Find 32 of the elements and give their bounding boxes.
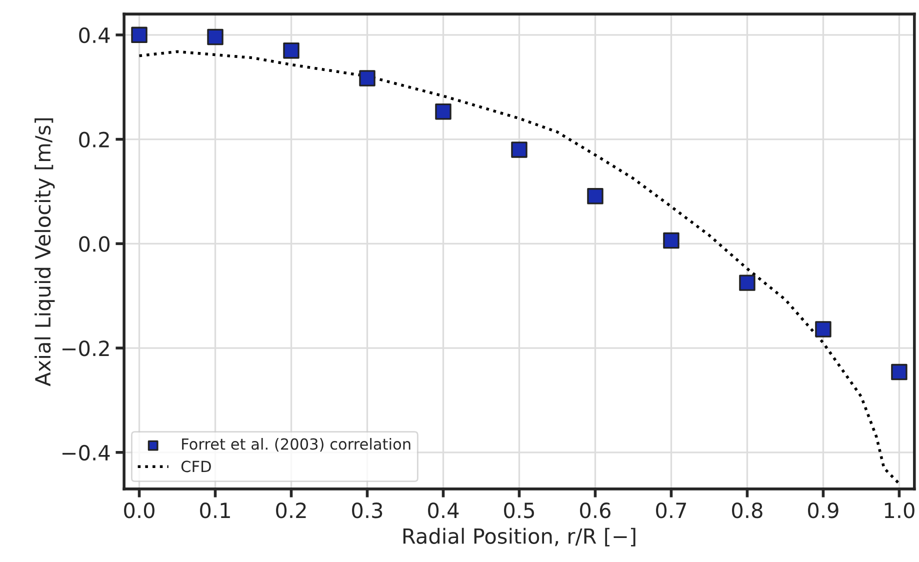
x-tick-label: 1.0 bbox=[884, 502, 914, 518]
y-tick-label: 0.0 bbox=[79, 236, 110, 252]
point bbox=[207, 28, 224, 46]
x-tick-label: 0.9 bbox=[808, 502, 838, 518]
legend-label: CFD bbox=[181, 460, 211, 472]
x-tick-label: 0.0 bbox=[124, 502, 154, 518]
point bbox=[435, 104, 452, 120]
point bbox=[511, 142, 528, 158]
point bbox=[359, 70, 376, 86]
x-tick-label: 0.3 bbox=[352, 502, 382, 518]
x-tick-label: 0.8 bbox=[732, 502, 762, 518]
x-tick-label: 0.2 bbox=[276, 502, 306, 518]
x-tick-label: 0.6 bbox=[580, 502, 610, 518]
y-tick-label: 0.4 bbox=[79, 27, 110, 44]
y-tick-label: −0.4 bbox=[62, 444, 110, 461]
point bbox=[283, 42, 300, 59]
x-tick-label: 0.1 bbox=[200, 502, 230, 518]
point bbox=[891, 364, 908, 380]
legend-label: Forret et al. (2003) correlation bbox=[182, 438, 410, 452]
point bbox=[739, 274, 756, 291]
point bbox=[663, 232, 680, 249]
point bbox=[815, 321, 832, 338]
y-axis-title: Axial Liquid Velocity [m/s] bbox=[34, 118, 55, 386]
x-tick-label: 0.4 bbox=[428, 502, 459, 518]
point bbox=[131, 26, 148, 44]
x-axis-title: Radial Position, r/R [−] bbox=[403, 528, 636, 546]
point bbox=[587, 188, 604, 204]
y-tick-label: 0.2 bbox=[79, 132, 109, 148]
x-tick-label: 0.7 bbox=[656, 502, 686, 518]
x-tick-label: 0.5 bbox=[504, 502, 534, 518]
line-series bbox=[138, 50, 901, 486]
y-tick-label: −0.2 bbox=[62, 340, 109, 356]
